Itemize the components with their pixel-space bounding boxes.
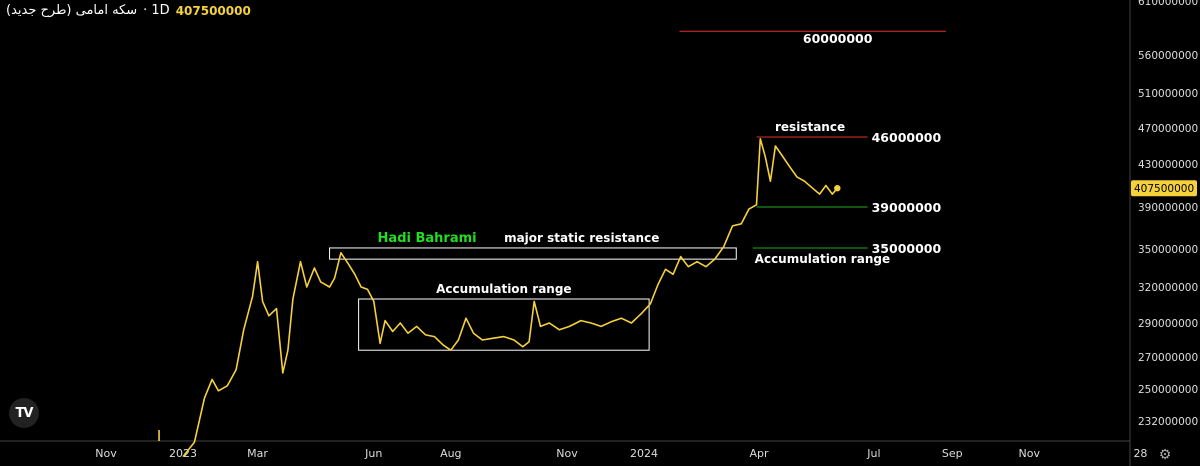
symbol-title[interactable]: سکه امامی (طرح جدید) [6,3,138,18]
x-tick-label: Jul [866,447,880,460]
last-price-badge [1131,180,1197,197]
y-tick-label: 510000000 [1138,88,1198,100]
annotation-box [358,298,650,351]
level-label: 46000000 [872,130,942,145]
x-tick-label: Mar [247,447,268,460]
y-tick-label: 390000000 [1138,202,1198,214]
y-tick-label: 560000000 [1138,50,1198,62]
y-tick-label: 270000000 [1138,352,1198,364]
zone-label: Accumulation range [755,252,890,266]
last-price-badge-text: 407500000 [1134,183,1194,195]
level-label: 39000000 [872,200,942,215]
x-tick-label: Nov [556,447,578,460]
x-tick-label: 2024 [630,447,658,460]
y-tick-label: 320000000 [1138,282,1198,294]
x-tick-label: 2023 [169,447,197,460]
x-tick-label: Apr [749,447,769,460]
annotation-label: Accumulation range [436,282,571,296]
last-price-dot [834,184,841,192]
level-label: 35000000 [872,241,942,256]
x-tick-label: Nov [95,447,117,460]
level-label: 60000000 [803,31,873,46]
author-watermark: Hadi Bahrami [378,231,477,246]
last-price: 407500000 [175,3,251,18]
y-tick-label: 470000000 [1138,123,1198,135]
tradingview-logo[interactable]: TV [9,398,39,428]
y-tick-label: 430000000 [1138,159,1198,171]
chart-header: سکه امامی (طرح جدید) · 1D 407500000 [6,3,251,18]
y-tick-label: 250000000 [1138,384,1198,396]
x-tick-label: Sep [942,447,963,460]
gear-icon[interactable]: ⚙ [1158,447,1172,463]
y-tick-label: 610000000 [1138,0,1198,8]
resistance-label: resistance [775,120,845,134]
annotation-label: major static resistance [504,231,659,245]
x-tick-label: Nov [1019,447,1041,460]
x-tick-label: 28 [1133,447,1147,460]
interval-label[interactable]: · 1D [143,3,170,18]
x-tick-label: Aug [440,447,461,460]
price-line [182,138,838,458]
x-tick-label: Jun [364,447,382,460]
y-tick-label: 232000000 [1138,416,1198,428]
y-tick-label: 290000000 [1138,318,1198,330]
y-tick-label: 350000000 [1138,244,1198,256]
annotation-box [329,247,737,260]
